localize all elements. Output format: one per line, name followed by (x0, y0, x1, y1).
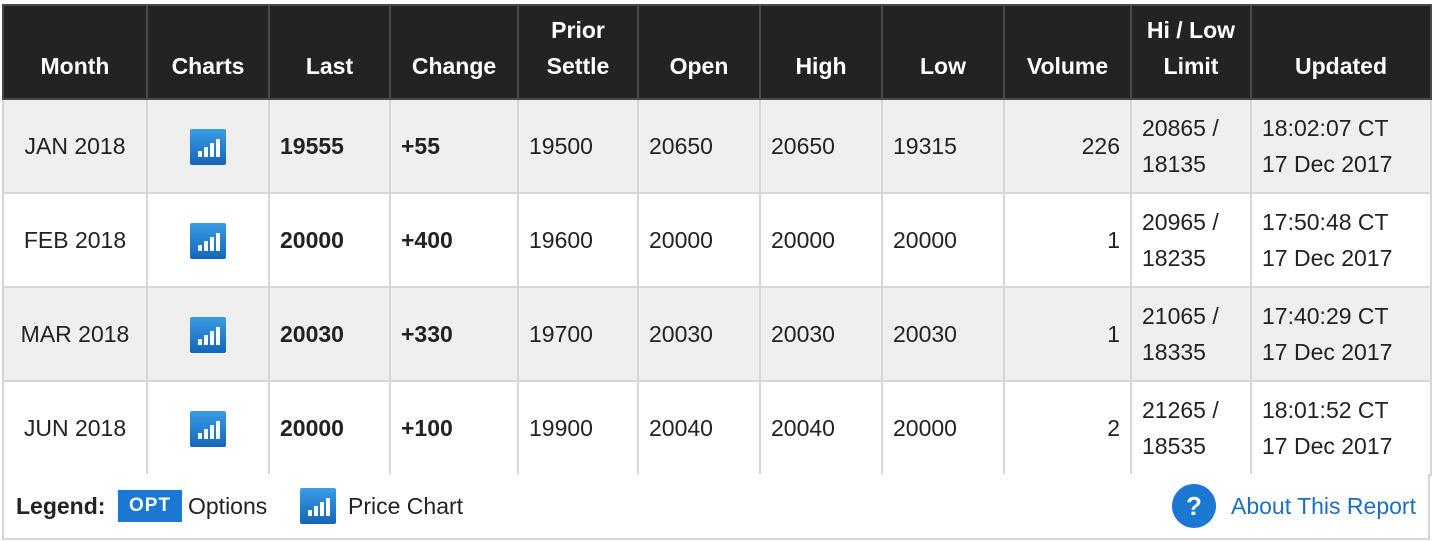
cell-last: 20000 (268, 380, 391, 476)
updated-time: 17:40:29 CT (1262, 303, 1389, 329)
cell-open: 20030 (637, 286, 761, 382)
updated-time: 18:02:07 CT (1262, 115, 1389, 141)
cell-prior-settle: 19500 (517, 98, 639, 194)
cell-low: 20000 (881, 192, 1005, 288)
cell-month: JUN 2018 (2, 380, 148, 476)
cell-charts (146, 98, 270, 194)
futures-quotes-table: Month Charts Last Change Prior Settle Ope… (2, 4, 1432, 476)
cell-change: +330 (389, 286, 519, 382)
cell-limit: 20965 / 18235 (1130, 192, 1252, 288)
col-header-open[interactable]: Open (637, 4, 761, 100)
cell-prior-settle: 19700 (517, 286, 639, 382)
legend-options-label: Options (188, 493, 268, 519)
updated-time: 18:01:52 CT (1262, 397, 1389, 423)
col-header-prior-settle[interactable]: Prior Settle (517, 4, 639, 100)
cell-high: 20000 (759, 192, 883, 288)
cell-open: 20000 (637, 192, 761, 288)
limit-hi: 21265 / (1142, 397, 1219, 423)
cell-month: JAN 2018 (2, 98, 148, 194)
bar-chart-icon (300, 488, 336, 524)
bar-chart-icon[interactable] (190, 410, 226, 447)
cell-high: 20030 (759, 286, 883, 382)
cell-last: 19555 (268, 98, 391, 194)
cell-last: 20030 (268, 286, 391, 382)
table-header-row: Month Charts Last Change Prior Settle Ope… (2, 4, 1432, 100)
limit-line2: Limit (1163, 53, 1219, 79)
cell-prior-settle: 19600 (517, 192, 639, 288)
cell-high: 20040 (759, 380, 883, 476)
cell-last: 20000 (268, 192, 391, 288)
cell-prior-settle: 19900 (517, 380, 639, 476)
cell-high: 20650 (759, 98, 883, 194)
prior-settle-line2: Settle (546, 53, 610, 79)
cell-open: 20650 (637, 98, 761, 194)
updated-date: 17 Dec 2017 (1262, 339, 1393, 365)
cell-open: 20040 (637, 380, 761, 476)
cell-low: 19315 (881, 98, 1005, 194)
cell-change: +55 (389, 98, 519, 194)
cell-updated: 17:50:48 CT 17 Dec 2017 (1250, 192, 1432, 288)
cell-updated: 18:01:52 CT 17 Dec 2017 (1250, 380, 1432, 476)
table-row: FEB 2018 20000 +400 19600 20000 20000 20… (2, 192, 1432, 288)
bar-chart-icon[interactable] (190, 222, 226, 259)
bar-chart-icon[interactable] (190, 128, 226, 165)
limit-low: 18135 (1142, 151, 1206, 177)
cell-volume: 2 (1003, 380, 1132, 476)
prior-settle-line1: Prior (551, 17, 605, 43)
cell-limit: 20865 / 18135 (1130, 98, 1252, 194)
limit-low: 18535 (1142, 433, 1206, 459)
cell-volume: 1 (1003, 192, 1132, 288)
col-header-volume[interactable]: Volume (1003, 4, 1132, 100)
cell-month: FEB 2018 (2, 192, 148, 288)
legend-title: Legend: (16, 493, 106, 519)
table-row: MAR 2018 20030 +330 19700 20030 20030 20… (2, 286, 1432, 382)
col-header-charts: Charts (146, 4, 270, 100)
col-header-high[interactable]: High (759, 4, 883, 100)
updated-time: 17:50:48 CT (1262, 209, 1389, 235)
col-header-low[interactable]: Low (881, 4, 1005, 100)
cell-updated: 17:40:29 CT 17 Dec 2017 (1250, 286, 1432, 382)
table-row: JUN 2018 20000 +100 19900 20040 20040 20… (2, 380, 1432, 476)
limit-line1: Hi / Low (1146, 17, 1236, 43)
cell-charts (146, 286, 270, 382)
limit-hi: 21065 / (1142, 303, 1219, 329)
cell-charts (146, 192, 270, 288)
about-this-report-link[interactable]: About This Report (1231, 493, 1416, 519)
cell-volume: 1 (1003, 286, 1132, 382)
legend-bar: Legend: OPT Options Price Chart ? About … (2, 474, 1430, 540)
cell-limit: 21265 / 18535 (1130, 380, 1252, 476)
cell-month: MAR 2018 (2, 286, 148, 382)
limit-hi: 20965 / (1142, 209, 1219, 235)
limit-hi: 20865 / (1142, 115, 1219, 141)
cell-change: +400 (389, 192, 519, 288)
col-header-change[interactable]: Change (389, 4, 519, 100)
cell-change: +100 (389, 380, 519, 476)
updated-date: 17 Dec 2017 (1262, 245, 1393, 271)
bar-chart-icon[interactable] (190, 316, 226, 353)
opt-badge-icon: OPT (118, 490, 182, 522)
limit-low: 18235 (1142, 245, 1206, 271)
cell-low: 20030 (881, 286, 1005, 382)
col-header-limit[interactable]: Hi / Low Limit (1130, 4, 1252, 100)
legend-price-chart-label: Price Chart (348, 493, 464, 519)
cell-low: 20000 (881, 380, 1005, 476)
cell-limit: 21065 / 18335 (1130, 286, 1252, 382)
cell-updated: 18:02:07 CT 17 Dec 2017 (1250, 98, 1432, 194)
col-header-last[interactable]: Last (268, 4, 391, 100)
updated-date: 17 Dec 2017 (1262, 433, 1393, 459)
col-header-updated[interactable]: Updated (1250, 4, 1432, 100)
col-header-month[interactable]: Month (2, 4, 148, 100)
question-circle-icon[interactable]: ? (1172, 484, 1216, 528)
table-row: JAN 2018 19555 +55 19500 20650 20650 193… (2, 98, 1432, 194)
cell-charts (146, 380, 270, 476)
limit-low: 18335 (1142, 339, 1206, 365)
cell-volume: 226 (1003, 98, 1132, 194)
updated-date: 17 Dec 2017 (1262, 151, 1393, 177)
